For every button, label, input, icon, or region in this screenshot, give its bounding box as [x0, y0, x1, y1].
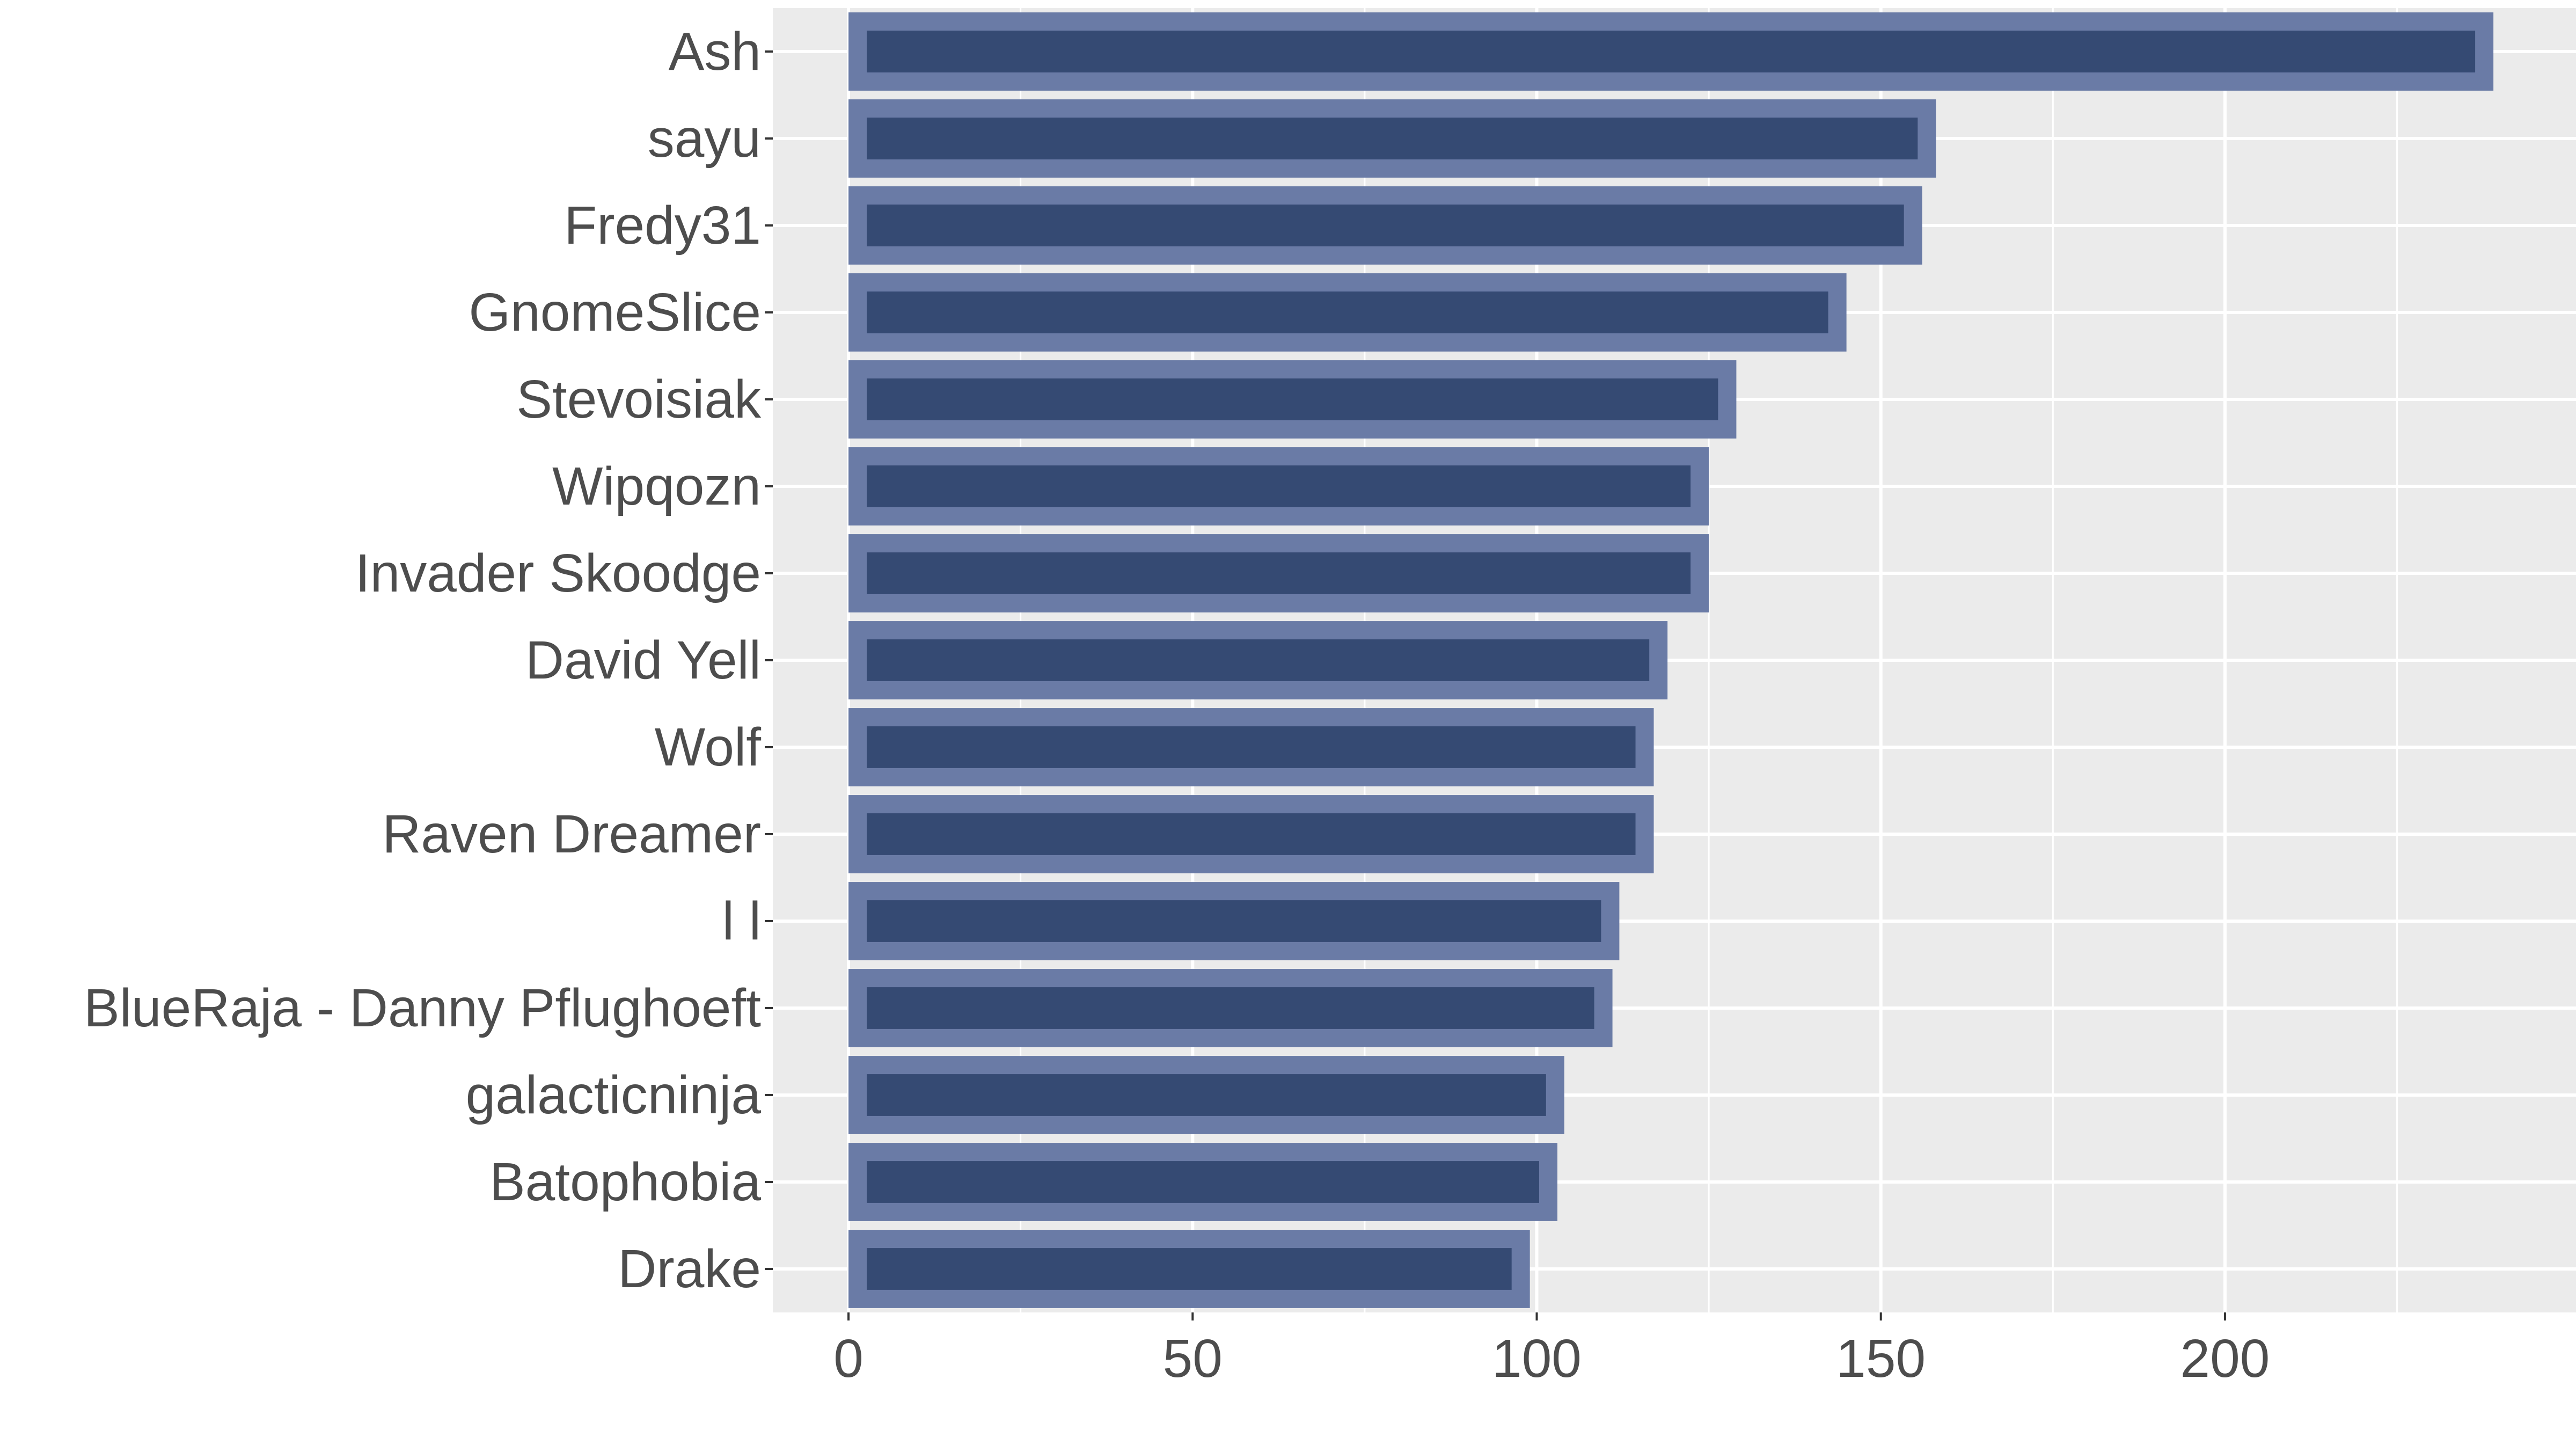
bar: [848, 621, 1668, 699]
bar: [848, 360, 1737, 439]
bar: [848, 12, 2494, 91]
x-tick-label: 200: [2180, 1329, 2270, 1389]
x-axis: 0 50 100 150 200: [833, 1312, 2270, 1389]
y-tick-label: Stevoisiak: [516, 369, 762, 429]
y-tick-label: Fredy31: [564, 195, 761, 256]
bar: [848, 1143, 1557, 1221]
y-tick-label: galacticninja: [466, 1065, 762, 1125]
x-tick-label: 150: [1836, 1329, 1926, 1389]
x-tick-label: 100: [1492, 1329, 1582, 1389]
y-tick-label: Wipqozn: [552, 456, 761, 516]
y-tick-label: Ash: [669, 21, 761, 82]
y-tick-label: BlueRaja - Danny Pflughoeft: [84, 978, 761, 1038]
bar: [848, 186, 1922, 265]
bar: [848, 708, 1654, 786]
bar: [848, 969, 1613, 1047]
y-tick-label: Wolf: [655, 717, 761, 777]
y-tick-label: Raven Dreamer: [382, 804, 761, 864]
y-axis: Ash sayu Fredy31 GnomeSlice Stevoisiak Wipqoz…: [84, 21, 773, 1299]
bar: [848, 882, 1620, 960]
bar: [848, 99, 1936, 178]
bar: [848, 534, 1709, 612]
bar: [848, 447, 1709, 526]
y-tick-label: sayu: [648, 108, 761, 169]
bar: [848, 795, 1654, 873]
y-tick-label: l l: [722, 891, 761, 951]
y-tick-label: GnomeSlice: [469, 282, 761, 342]
bar: [848, 1230, 1530, 1308]
y-tick-label: Invader Skoodge: [355, 543, 761, 603]
bar: [848, 273, 1847, 352]
x-tick-label: 50: [1163, 1329, 1223, 1389]
bar-layer: [848, 12, 2494, 1308]
y-tick-label: Batophobia: [489, 1152, 761, 1212]
y-tick-label: Drake: [618, 1239, 761, 1299]
x-tick-label: 0: [833, 1329, 863, 1389]
bar: [848, 1056, 1564, 1134]
y-tick-label: David Yell: [525, 630, 761, 690]
